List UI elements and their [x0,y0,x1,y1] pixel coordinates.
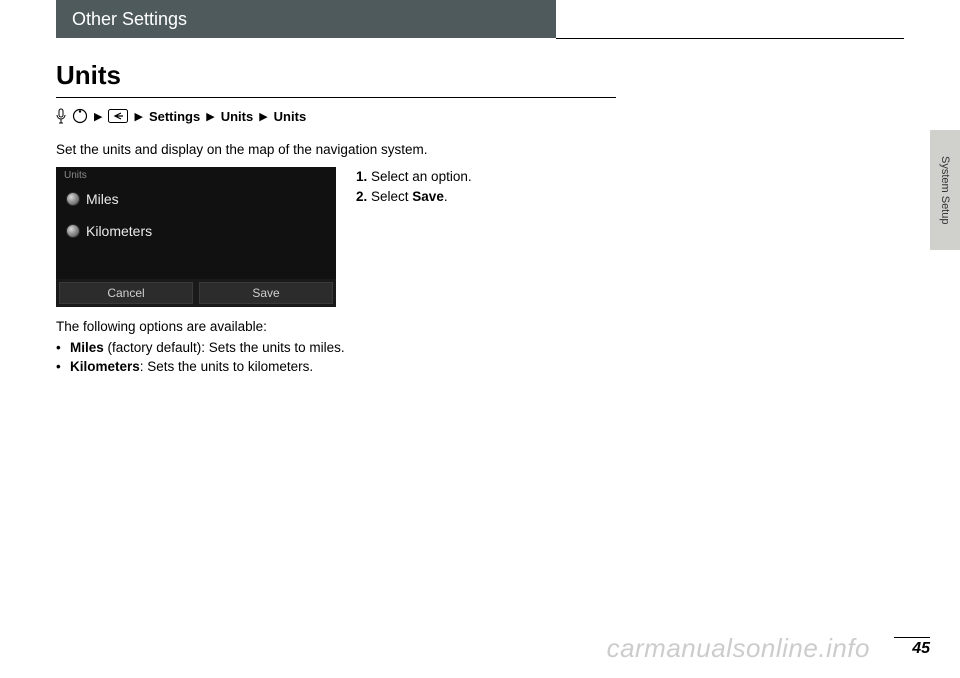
chevron-icon: ▶ [259,110,267,123]
figure-and-steps: Units Miles Kilometers Cancel Save 1. Se… [56,167,616,307]
breadcrumb: ▶ ▶ Settings ▶ Units ▶ Units [56,108,616,124]
breadcrumb-units2: Units [274,109,307,124]
chevron-icon: ▶ [94,110,102,123]
cancel-button[interactable]: Cancel [59,282,193,304]
step-1: 1. Select an option. [356,167,472,187]
dial-icon [72,108,88,124]
breadcrumb-units1: Units [221,109,254,124]
step-2-text-b: . [444,189,448,204]
header-rule [556,38,904,39]
step-2-text-a: Select [367,189,412,204]
page-number: 45 [912,640,930,658]
ss-option-miles[interactable]: Miles [66,191,119,207]
ss-title: Units [64,170,87,181]
ss-option-kilometers[interactable]: Kilometers [66,223,152,239]
radio-icon [66,224,80,238]
page-number-rule [894,637,930,638]
watermark: carmanualsonline.info [607,633,870,664]
step-2-num: 2. [356,189,367,204]
cancel-label: Cancel [107,286,144,300]
chevron-icon: ▶ [134,110,142,123]
options-intro: The following options are available: [56,319,616,334]
section-tab: System Setup [930,130,960,250]
ss-km-label: Kilometers [86,223,152,239]
option-miles: Miles (factory default): Sets the units … [56,340,616,355]
voice-icon [56,108,66,124]
description-text: Set the units and display on the map of … [56,142,616,157]
back-icon [108,109,128,123]
main-content: Units ▶ ▶ Settings ▶ Units ▶ Units Set t… [56,60,616,378]
section-title: Units [56,60,616,91]
save-button[interactable]: Save [199,282,333,304]
option-kilometers: Kilometers: Sets the units to kilometers… [56,359,616,374]
step-2-save: Save [412,189,444,204]
units-screenshot: Units Miles Kilometers Cancel Save [56,167,336,307]
step-1-num: 1. [356,169,367,184]
ss-miles-label: Miles [86,191,119,207]
steps-list: 1. Select an option. 2. Select Save. [356,167,472,307]
option-miles-desc: (factory default): Sets the units to mil… [104,340,345,355]
option-km-desc: : Sets the units to kilometers. [140,359,313,374]
step-2: 2. Select Save. [356,187,472,207]
section-tab-label: System Setup [939,156,951,224]
chapter-header: Other Settings [56,0,556,38]
breadcrumb-settings: Settings [149,109,200,124]
save-label: Save [252,286,279,300]
options-list: Miles (factory default): Sets the units … [56,340,616,374]
ss-button-row: Cancel Save [56,279,336,307]
option-miles-label: Miles [70,340,104,355]
chevron-icon: ▶ [206,110,214,123]
chapter-title: Other Settings [72,9,187,30]
step-1-text: Select an option. [367,169,471,184]
radio-icon [66,192,80,206]
section-divider [56,97,616,98]
option-km-label: Kilometers [70,359,140,374]
